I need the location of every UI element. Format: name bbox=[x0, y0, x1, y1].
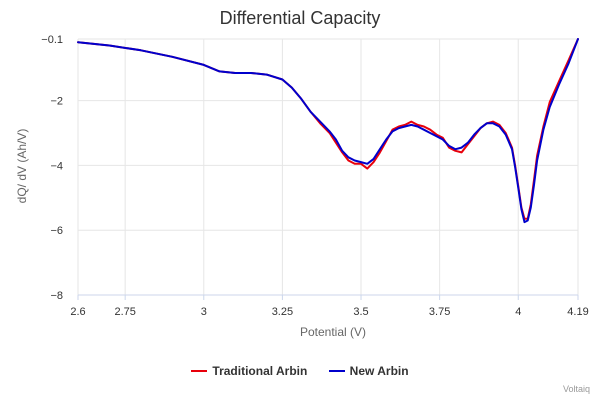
y-tick-label: −6 bbox=[50, 225, 63, 237]
legend-item-new-arbin[interactable]: New Arbin bbox=[328, 364, 409, 378]
x-tick-label: 4.19 bbox=[567, 306, 588, 318]
y-tick-label: −2 bbox=[50, 96, 63, 108]
legend-item-traditional-arbin[interactable]: Traditional Arbin bbox=[191, 364, 307, 378]
x-tick-label: 4 bbox=[515, 306, 521, 318]
credits-link[interactable]: Voltaiq bbox=[562, 384, 590, 394]
y-tick-label: −8 bbox=[50, 290, 63, 302]
x-tick-label: 3.75 bbox=[429, 306, 450, 318]
x-tick-label: 3.25 bbox=[272, 306, 293, 318]
legend-swatch-traditional-arbin bbox=[191, 370, 208, 372]
x-tick-label: 3.5 bbox=[353, 306, 368, 318]
series-line-new-arbin bbox=[77, 38, 579, 224]
legend-swatch-new-arbin bbox=[328, 370, 345, 372]
axes: 2.6 2.75 3 3.25 3.5 3.75 4 4.19 −0.1 −2 −4 −6 −8 bbox=[41, 34, 588, 318]
series-group bbox=[77, 38, 579, 224]
legend: Traditional Arbin New Arbin bbox=[0, 361, 600, 378]
x-tick-label: 2.75 bbox=[114, 306, 135, 318]
x-tick-label: 3 bbox=[201, 306, 207, 318]
y-tick-label: −0.1 bbox=[41, 34, 63, 46]
y-axis-title: dQ/ dV (Ah/V) bbox=[15, 129, 29, 204]
grid bbox=[77, 38, 579, 296]
y-tick-label: −4 bbox=[50, 160, 63, 172]
legend-label-new-arbin: New Arbin bbox=[349, 364, 409, 378]
legend-label-traditional-arbin: Traditional Arbin bbox=[212, 364, 308, 378]
x-tick-label: 2.6 bbox=[70, 306, 85, 318]
chart-title: Differential Capacity bbox=[220, 8, 381, 28]
x-axis-title: Potential (V) bbox=[300, 325, 366, 339]
